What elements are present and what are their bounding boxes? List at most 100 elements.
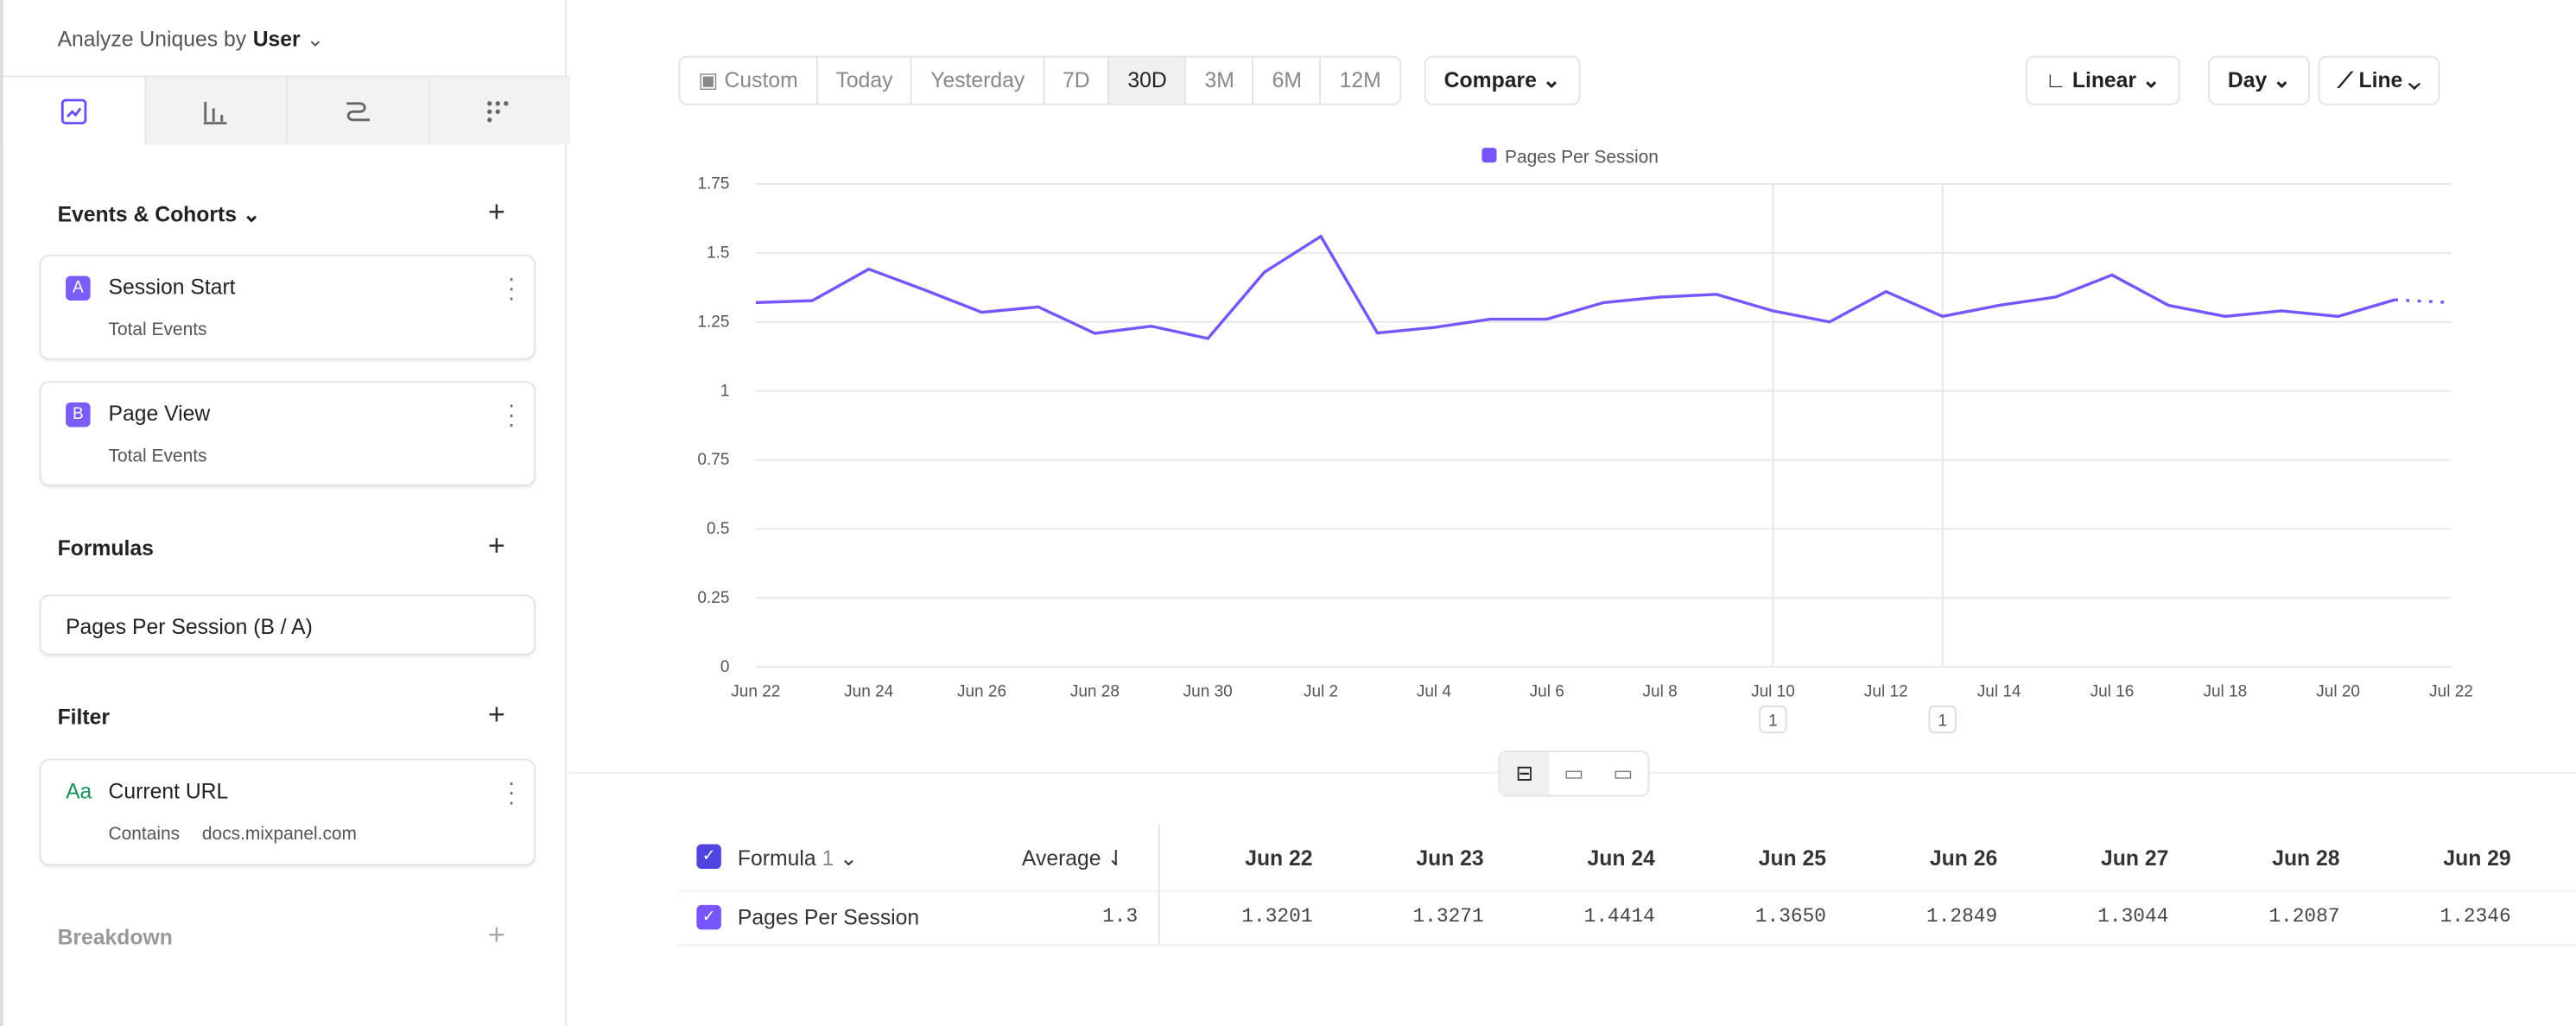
filter-value[interactable]: docs.mixpanel.com <box>201 824 357 845</box>
formula-group-header[interactable]: Formula 1 ⌄ <box>737 846 858 871</box>
analyze-uniques[interactable]: Analyze Uniques by User ⌄ <box>57 26 325 51</box>
x-tick-label: Jul 18 <box>2203 682 2247 700</box>
date-column-header[interactable]: Jun 25 <box>1758 846 1827 871</box>
x-tick-label: Jul 20 <box>2316 682 2360 700</box>
add-breakdown-button[interactable]: + <box>487 918 505 952</box>
more-options-icon[interactable]: · · · <box>507 390 516 437</box>
query-sidebar: Analyze Uniques by User ⌄ Events & Cohort… <box>0 0 570 1026</box>
x-tick-label: Jul 10 <box>1751 682 1795 700</box>
formula-text: Pages Per Session (B / A) <box>66 614 313 639</box>
date-range-picker: ▣ Custom Today Yesterday 7D 30D 3M 6M 12… <box>678 55 1401 105</box>
more-options-icon[interactable]: · · · <box>507 264 516 311</box>
data-point <box>1995 302 2002 309</box>
x-tick-label: Jul 16 <box>2091 682 2135 700</box>
range-12m[interactable]: 12M <box>1319 57 1399 104</box>
data-point <box>2166 302 2173 309</box>
date-column-header[interactable]: Jun 28 <box>2272 846 2340 871</box>
data-point <box>2222 314 2229 320</box>
table-cell: 1.2087 <box>2268 904 2340 928</box>
events-cohorts-title[interactable]: Events & Cohorts ⌄ <box>57 201 261 227</box>
table-cell: 1.3044 <box>2097 904 2169 928</box>
date-column-header[interactable]: Jun 23 <box>1416 846 1484 871</box>
chart-type-dropdown[interactable]: ⟋ Line ⌄ <box>2318 55 2440 105</box>
retention-tab[interactable] <box>428 77 570 145</box>
data-point <box>1882 288 1889 295</box>
data-point <box>1431 324 1437 331</box>
chart-only-layout-icon[interactable]: ▭ <box>1564 760 1584 786</box>
data-point <box>1939 314 1946 320</box>
event-measure[interactable]: Total Events <box>108 320 207 340</box>
event-name: Page View <box>108 401 211 426</box>
data-point <box>1148 323 1155 330</box>
data-point <box>2335 314 2342 320</box>
y-tick-label: 1.25 <box>697 313 729 331</box>
add-filter-button[interactable]: + <box>487 698 505 732</box>
y-tick-label: 0.75 <box>697 451 729 469</box>
range-yesterday[interactable]: Yesterday <box>910 57 1043 104</box>
funnels-tab[interactable] <box>143 77 286 145</box>
data-point <box>1204 335 1211 342</box>
filter-card[interactable]: Aa Current URL Contains docs.mixpanel.co… <box>39 758 536 866</box>
data-point <box>1544 316 1551 323</box>
scale-dropdown[interactable]: ∟ Linear ⌄ <box>2025 55 2180 105</box>
event-card-a[interactable]: A Session Start Total Events · · · <box>39 254 536 360</box>
y-tick-label: 0 <box>720 658 730 676</box>
y-tick-label: 0.5 <box>707 520 729 538</box>
average-header[interactable]: Average ⇃ <box>1021 846 1126 871</box>
data-point <box>1092 330 1099 337</box>
data-point <box>979 309 986 316</box>
date-column-header[interactable]: Jun 22 <box>1245 846 1313 871</box>
range-6m[interactable]: 6M <box>1252 57 1320 104</box>
range-30d[interactable]: 30D <box>1107 57 1185 104</box>
table-cell: 1.3201 <box>1241 904 1313 928</box>
main-panel: ▣ Custom Today Yesterday 7D 30D 3M 6M 12… <box>568 0 2576 1026</box>
annotation-marker <box>1928 705 1957 734</box>
x-tick-label: Jul 22 <box>2429 682 2473 700</box>
data-point <box>1600 300 1607 307</box>
event-card-b[interactable]: B Page View Total Events · · · <box>39 381 536 486</box>
range-custom[interactable]: ▣ Custom <box>698 66 798 92</box>
range-3m[interactable]: 3M <box>1184 57 1253 104</box>
table-only-layout-icon[interactable]: ▭ <box>1613 760 1634 786</box>
filter-property: Current URL <box>108 778 229 803</box>
compare-button[interactable]: Compare ⌄ <box>1424 55 1581 105</box>
date-column-header[interactable]: Jun 24 <box>1587 846 1655 871</box>
series-name: Pages Per Session <box>737 904 920 930</box>
split-layout-icon[interactable]: ⊟ <box>1500 752 1550 795</box>
insights-tab[interactable] <box>3 77 144 145</box>
data-point <box>1317 233 1324 240</box>
data-point <box>1261 269 1268 276</box>
series-checkbox[interactable]: ✓ <box>696 904 721 930</box>
table-cell: 1.3650 <box>1754 904 1827 928</box>
date-column-header[interactable]: Jun 29 <box>2443 846 2511 871</box>
string-property-icon: Aa <box>66 778 92 803</box>
add-event-button[interactable]: + <box>487 195 505 229</box>
filter-operator[interactable]: Contains <box>108 824 181 845</box>
range-7d[interactable]: 7D <box>1043 57 1107 104</box>
data-point <box>2053 294 2059 301</box>
y-tick-label: 1.75 <box>697 175 729 193</box>
x-tick-label: Jun 30 <box>1183 682 1233 700</box>
date-column-header[interactable]: Jun 27 <box>2101 846 2169 871</box>
formula-group-checkbox[interactable]: ✓ <box>696 844 721 870</box>
data-point <box>1374 330 1381 337</box>
event-name: Session Start <box>108 274 236 300</box>
x-tick-label: Jun 26 <box>957 682 1006 700</box>
range-today[interactable]: Today <box>815 57 911 104</box>
formula-card[interactable]: Pages Per Session (B / A) <box>39 594 536 656</box>
event-measure[interactable]: Total Events <box>108 446 207 467</box>
y-tick-label: 1 <box>720 382 730 400</box>
data-point <box>866 266 872 273</box>
data-point <box>1770 307 1777 314</box>
data-point <box>2391 296 2398 303</box>
layout-toggle: ⊟ ▭ ▭ <box>1498 750 1650 797</box>
date-column-header[interactable]: Jun 26 <box>1929 846 1998 871</box>
flows-tab[interactable] <box>285 77 428 145</box>
more-options-icon[interactable]: · · · <box>507 769 516 815</box>
x-tick-label: Jun 24 <box>844 682 893 700</box>
interval-dropdown[interactable]: Day ⌄ <box>2208 55 2311 105</box>
x-tick-label: Jul 12 <box>1864 682 1908 700</box>
chevron-down-icon: ⌄ <box>1542 66 1561 92</box>
add-formula-button[interactable]: + <box>487 529 505 562</box>
calendar-icon: ▣ <box>698 66 719 92</box>
